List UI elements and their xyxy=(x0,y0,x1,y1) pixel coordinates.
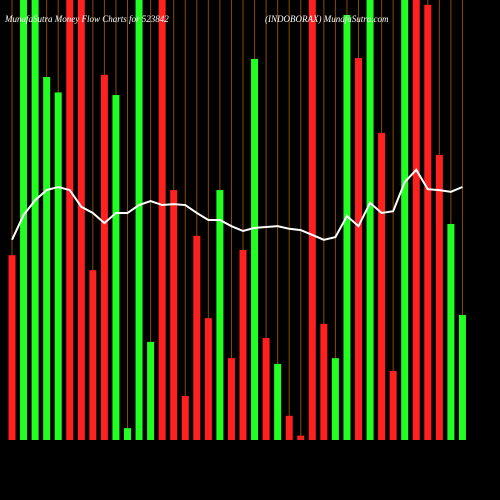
bar xyxy=(274,363,282,440)
bar xyxy=(308,0,316,440)
bar xyxy=(227,358,235,440)
bar xyxy=(389,370,397,440)
bar xyxy=(170,190,178,440)
bar xyxy=(135,0,143,440)
bar xyxy=(355,58,362,441)
bar xyxy=(147,341,155,440)
bar xyxy=(297,435,305,440)
bar xyxy=(193,235,201,440)
bar xyxy=(100,74,108,441)
bar xyxy=(424,4,432,441)
bar xyxy=(54,92,62,441)
bar xyxy=(112,95,120,440)
money-flow-line xyxy=(11,168,463,241)
bar xyxy=(251,58,259,441)
bar xyxy=(378,132,386,440)
chart-subtitle: (INDOBORAX) MunafaSutra.com xyxy=(265,14,389,24)
bar xyxy=(66,0,74,440)
bar xyxy=(447,223,455,440)
bar xyxy=(401,0,409,440)
bar xyxy=(89,270,97,440)
bar xyxy=(435,154,443,440)
bar xyxy=(77,0,85,440)
bar xyxy=(31,0,39,440)
bar xyxy=(331,358,339,440)
bar xyxy=(216,190,224,440)
bar xyxy=(8,255,16,440)
bar xyxy=(204,318,212,440)
bar xyxy=(412,0,420,440)
bar xyxy=(366,0,374,440)
bar xyxy=(343,14,351,441)
bar xyxy=(43,77,51,440)
bar xyxy=(320,323,328,440)
bar xyxy=(20,0,28,440)
bar xyxy=(285,415,293,440)
bar xyxy=(124,428,131,440)
bar xyxy=(239,249,247,440)
chart-title: MunafaSutra Money Flow Charts for 523842 xyxy=(4,14,169,24)
bar xyxy=(262,337,270,440)
bar xyxy=(458,315,466,440)
bar xyxy=(158,0,166,440)
bar xyxy=(181,396,189,440)
